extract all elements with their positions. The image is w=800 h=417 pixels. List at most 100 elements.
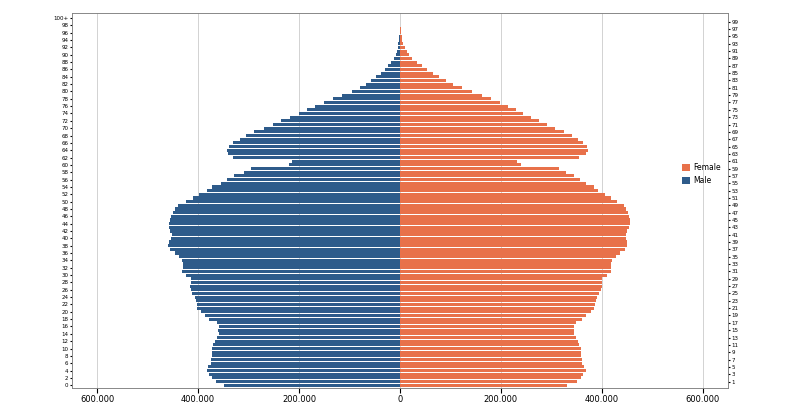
Bar xyxy=(170,248,400,251)
Bar xyxy=(299,112,400,115)
Bar xyxy=(400,314,586,317)
Bar xyxy=(227,148,400,152)
Bar xyxy=(400,97,491,100)
Bar xyxy=(207,189,400,192)
Bar xyxy=(400,79,446,82)
Bar xyxy=(400,178,580,181)
Bar xyxy=(400,241,627,244)
Bar xyxy=(400,68,426,71)
Bar xyxy=(170,219,400,221)
Bar xyxy=(315,105,400,108)
Bar xyxy=(224,384,400,387)
Bar xyxy=(212,347,400,350)
Bar xyxy=(239,138,400,141)
Bar xyxy=(218,336,400,339)
Bar xyxy=(400,376,581,379)
Bar xyxy=(400,167,559,170)
Bar xyxy=(400,141,582,144)
Bar xyxy=(169,226,400,229)
Bar xyxy=(400,211,628,214)
Bar xyxy=(400,347,581,350)
Bar xyxy=(291,160,400,163)
Bar xyxy=(400,134,571,137)
Bar xyxy=(171,215,400,218)
Bar xyxy=(400,281,602,284)
Bar xyxy=(400,72,433,75)
Bar xyxy=(199,193,400,196)
Bar xyxy=(400,90,472,93)
Bar xyxy=(400,318,582,321)
Bar xyxy=(391,60,400,64)
Bar xyxy=(219,332,400,335)
Bar xyxy=(400,259,612,262)
Bar xyxy=(400,138,578,141)
Bar xyxy=(186,200,400,203)
Bar xyxy=(169,241,400,244)
Bar xyxy=(400,163,521,166)
Bar xyxy=(398,42,400,45)
Bar xyxy=(400,329,574,332)
Bar xyxy=(342,93,400,97)
Bar xyxy=(227,178,400,181)
Bar xyxy=(400,50,406,53)
Bar xyxy=(400,380,577,383)
Bar xyxy=(400,35,402,38)
Bar xyxy=(400,174,574,178)
Bar xyxy=(194,296,400,299)
Bar xyxy=(400,196,611,199)
Bar xyxy=(400,193,606,196)
Bar xyxy=(168,244,400,247)
Bar xyxy=(175,207,400,211)
Bar xyxy=(196,299,400,302)
Bar xyxy=(400,229,627,233)
Bar xyxy=(324,101,400,104)
Bar xyxy=(400,75,439,78)
Bar xyxy=(234,174,400,178)
Bar xyxy=(400,200,617,203)
Bar xyxy=(400,46,405,49)
Bar xyxy=(170,229,400,233)
Bar xyxy=(400,93,482,97)
Bar xyxy=(207,369,400,372)
Bar xyxy=(264,127,400,130)
Bar xyxy=(400,105,509,108)
Bar xyxy=(183,262,400,266)
Bar xyxy=(400,156,579,159)
Bar xyxy=(400,332,574,335)
Bar xyxy=(400,148,588,152)
Bar xyxy=(370,79,400,82)
Bar xyxy=(400,57,412,60)
Bar xyxy=(215,339,400,343)
Bar xyxy=(210,318,400,321)
Bar xyxy=(400,160,517,163)
Bar xyxy=(400,336,576,339)
Bar xyxy=(399,38,400,42)
Bar xyxy=(282,119,400,123)
Bar xyxy=(400,189,598,192)
Bar xyxy=(182,270,400,273)
Bar xyxy=(400,64,422,67)
Bar xyxy=(400,306,594,310)
Bar xyxy=(400,362,582,365)
Bar xyxy=(400,303,594,306)
Bar xyxy=(400,186,594,188)
Bar xyxy=(219,325,400,328)
Bar xyxy=(234,156,400,159)
Bar xyxy=(193,196,400,199)
Bar xyxy=(400,358,582,361)
Bar xyxy=(400,343,579,347)
Bar xyxy=(400,145,586,148)
Bar xyxy=(400,182,586,185)
Bar xyxy=(212,351,400,354)
Bar xyxy=(400,204,623,207)
Bar xyxy=(400,365,584,369)
Bar xyxy=(400,310,590,313)
Bar xyxy=(190,277,400,280)
Bar xyxy=(360,86,400,89)
Bar xyxy=(400,369,586,372)
Bar xyxy=(400,38,402,42)
Bar xyxy=(400,152,586,156)
Bar xyxy=(400,83,454,85)
Bar xyxy=(210,358,400,361)
Legend: Female, Male: Female, Male xyxy=(679,160,724,188)
